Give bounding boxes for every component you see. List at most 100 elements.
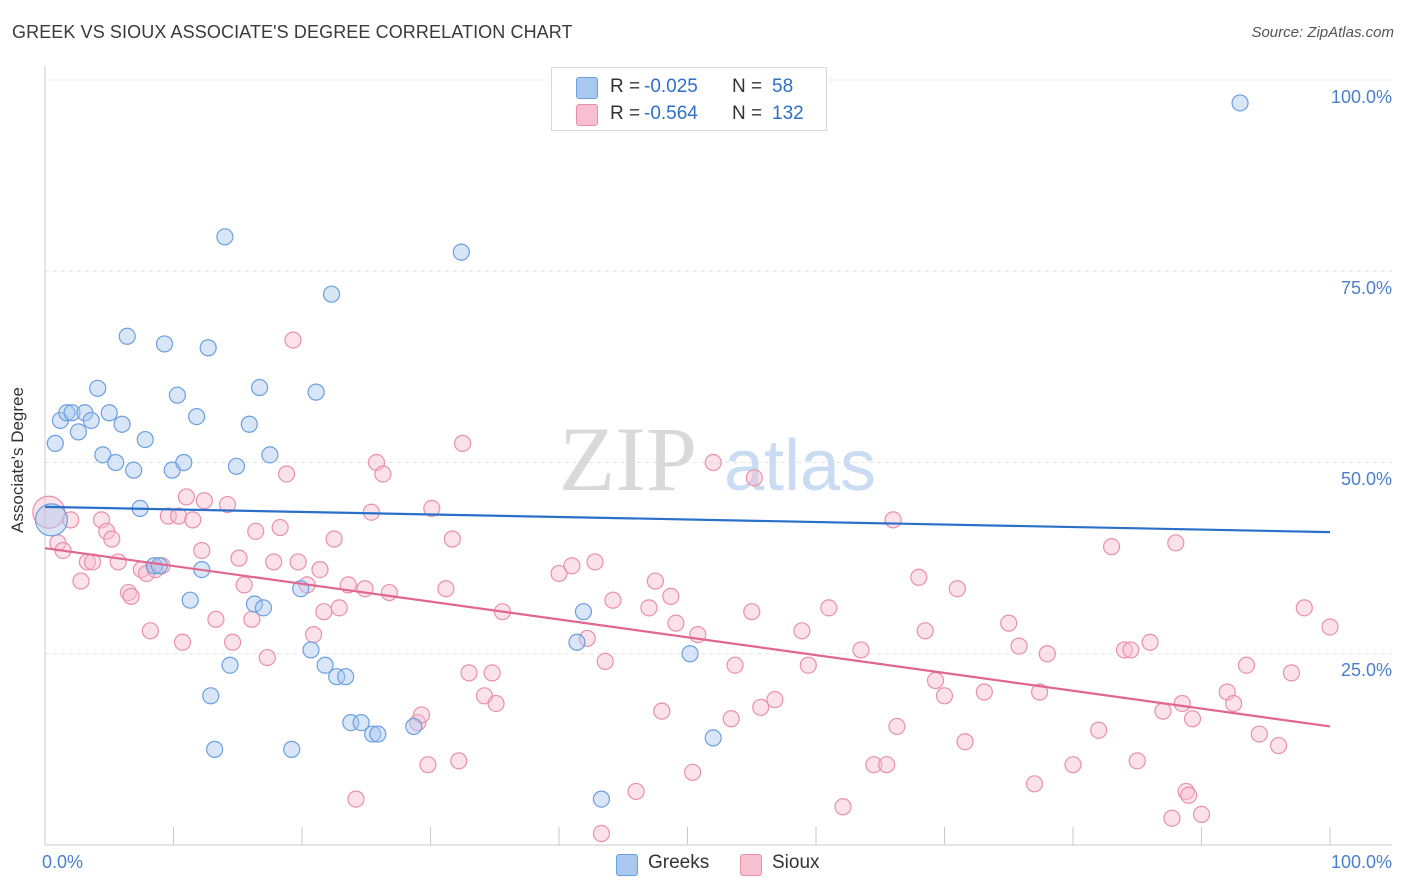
greeks-point <box>1231 94 1249 112</box>
greeks-point <box>254 599 273 617</box>
legend-sioux-label: Sioux <box>772 852 820 873</box>
sioux-point <box>103 530 121 548</box>
legend-n-label: N = <box>732 103 763 124</box>
sioux-point <box>743 603 761 621</box>
sioux-point <box>1025 775 1044 793</box>
sioux-point <box>586 553 604 571</box>
greeks-trend-line <box>44 505 1331 534</box>
greeks-point <box>452 243 470 261</box>
greeks-point <box>337 668 355 686</box>
greeks-point <box>216 228 234 246</box>
sioux-point <box>195 492 213 510</box>
sioux-point <box>207 610 225 628</box>
greeks-points <box>34 71 1249 808</box>
sioux-point <box>926 671 945 690</box>
y-tick-label: 25.0% <box>1340 660 1392 680</box>
sioux-point <box>284 331 302 349</box>
sioux-point <box>258 648 276 667</box>
greeks-point <box>155 335 174 353</box>
greeks-point <box>221 656 239 674</box>
sioux-point <box>1180 786 1198 804</box>
greeks-point <box>94 446 112 464</box>
greeks-point <box>188 408 206 426</box>
sioux-point <box>289 553 307 571</box>
greeks-point <box>405 717 423 736</box>
sioux-point <box>653 702 671 720</box>
greeks-point <box>261 446 279 464</box>
sioux-point <box>550 564 568 583</box>
greeks-point <box>240 415 258 433</box>
sioux-point <box>454 434 472 452</box>
sioux-point <box>347 790 365 808</box>
greeks-point <box>250 378 269 397</box>
watermark-atlas: atlas <box>724 426 876 506</box>
sioux-point <box>72 572 90 590</box>
greeks-point <box>82 411 100 430</box>
y-axis-label: Associate's Degree <box>8 387 27 533</box>
sioux-point <box>910 568 928 586</box>
sioux-point <box>1173 694 1191 713</box>
sioux-point <box>1030 683 1049 701</box>
sioux-point <box>304 626 323 644</box>
sioux-point <box>247 522 265 540</box>
sioux-point <box>596 652 614 671</box>
sioux-point <box>662 587 680 605</box>
sioux-point <box>419 756 437 774</box>
greeks-point <box>592 790 611 808</box>
greeks-point <box>100 404 118 422</box>
legend-r-label: R = <box>610 76 641 97</box>
greeks-point <box>58 404 76 422</box>
greeks-point <box>245 595 264 613</box>
sioux-point <box>640 599 658 617</box>
legend-r-value: -0.025 <box>644 76 698 97</box>
sioux-point <box>865 756 883 774</box>
sioux-point <box>177 488 195 506</box>
trend-lines <box>44 505 1331 728</box>
greeks-point <box>168 386 186 404</box>
sioux-point <box>443 530 461 548</box>
sioux-point <box>170 507 188 525</box>
greeks-point <box>69 423 88 441</box>
sioux-point <box>578 629 596 648</box>
sioux-point <box>1115 641 1134 659</box>
greeks-point <box>369 725 387 743</box>
sioux-point <box>483 664 501 682</box>
y-tick-label: 100.0% <box>1330 87 1392 107</box>
sioux-point <box>948 580 966 598</box>
greeks-point <box>227 457 246 475</box>
sioux-point <box>627 782 645 801</box>
sioux-point <box>646 572 664 590</box>
greeks-point <box>328 668 346 686</box>
sioux-point <box>1064 756 1082 774</box>
sioux-point <box>1128 752 1146 770</box>
sioux-point <box>1282 664 1301 682</box>
sioux-point <box>315 603 333 621</box>
sioux-point <box>878 756 896 774</box>
sioux-point <box>271 518 289 537</box>
watermark-zip: ZIP <box>559 408 697 510</box>
sioux-swatch <box>740 854 762 876</box>
sioux-point <box>667 614 685 632</box>
greeks-point <box>63 404 81 422</box>
sioux-point <box>1163 809 1181 827</box>
source-label: Source: ZipAtlas.com <box>1251 24 1394 41</box>
correlation-legend: R = -0.025 N = 58 R = -0.564 N = 132 <box>551 67 827 131</box>
greeks-point <box>175 453 193 472</box>
sioux-point <box>235 576 253 594</box>
greeks-point <box>568 633 586 651</box>
greeks-point <box>181 591 199 609</box>
y-tick-label: 50.0% <box>1340 469 1392 489</box>
sioux-point <box>230 549 248 567</box>
sioux-point <box>563 557 581 575</box>
sioux-point <box>888 717 906 736</box>
sioux-point <box>799 656 817 674</box>
axes <box>44 66 1392 846</box>
sioux-point <box>745 469 763 487</box>
sioux-point <box>311 560 329 579</box>
sioux-point <box>184 511 202 529</box>
sioux-point <box>380 583 398 602</box>
sioux-point <box>722 710 740 728</box>
sioux-point <box>374 465 392 483</box>
sioux-point <box>1167 534 1185 552</box>
